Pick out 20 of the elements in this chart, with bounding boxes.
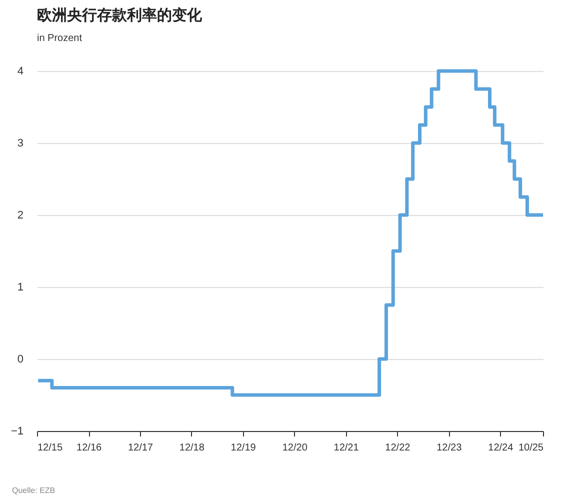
y-tick-label: 4 <box>17 66 24 78</box>
y-tick-label: −1 <box>10 426 24 438</box>
x-tick-label: 12/17 <box>128 442 154 454</box>
x-tick-label: 12/18 <box>179 442 205 454</box>
x-tick-label: 12/22 <box>385 442 411 454</box>
chart-title: 欧洲央行存款利率的变化 <box>37 6 203 24</box>
chart-subtitle: in Prozent <box>37 33 82 44</box>
x-tick-label: 10/25 <box>518 442 544 454</box>
y-tick-label: 0 <box>17 354 24 366</box>
x-tick-label: 12/20 <box>282 442 308 454</box>
x-tick-label: 12/16 <box>76 442 102 454</box>
x-tick-label: 12/19 <box>230 442 256 454</box>
x-tick-label: 12/23 <box>436 442 462 454</box>
source-note: Quelle: EZB <box>12 486 56 495</box>
x-tick-label: 12/24 <box>488 442 514 454</box>
y-tick-label: 1 <box>17 282 24 294</box>
x-tick-label: 12/15 <box>38 442 63 454</box>
x-tick-label: 12/21 <box>334 442 360 454</box>
y-tick-label: 3 <box>17 138 24 150</box>
y-tick-label: 2 <box>17 210 24 222</box>
